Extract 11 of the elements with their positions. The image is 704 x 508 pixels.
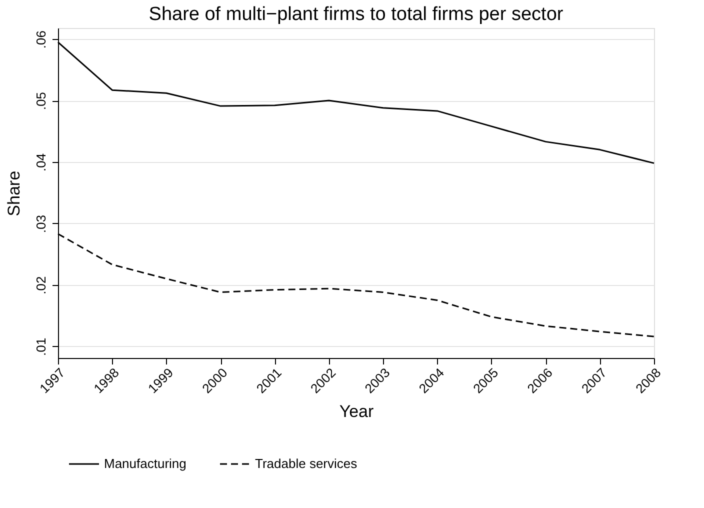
- y-tick-label: .05: [34, 92, 48, 110]
- y-tick-label: .06: [34, 30, 48, 49]
- y-axis-title: Share: [4, 170, 24, 216]
- chart-title: Share of multi−plant firms to total firms per sector: [148, 4, 564, 25]
- y-tick-label: .03: [34, 214, 48, 233]
- y-tick-label: .04: [34, 153, 48, 172]
- y-tick-label: .02: [34, 276, 48, 294]
- x-axis-title: Year: [339, 402, 374, 422]
- y-tick-label: .01: [34, 338, 48, 356]
- legend-label: Manufacturing: [104, 456, 186, 471]
- legend-label: Tradable services: [255, 456, 358, 471]
